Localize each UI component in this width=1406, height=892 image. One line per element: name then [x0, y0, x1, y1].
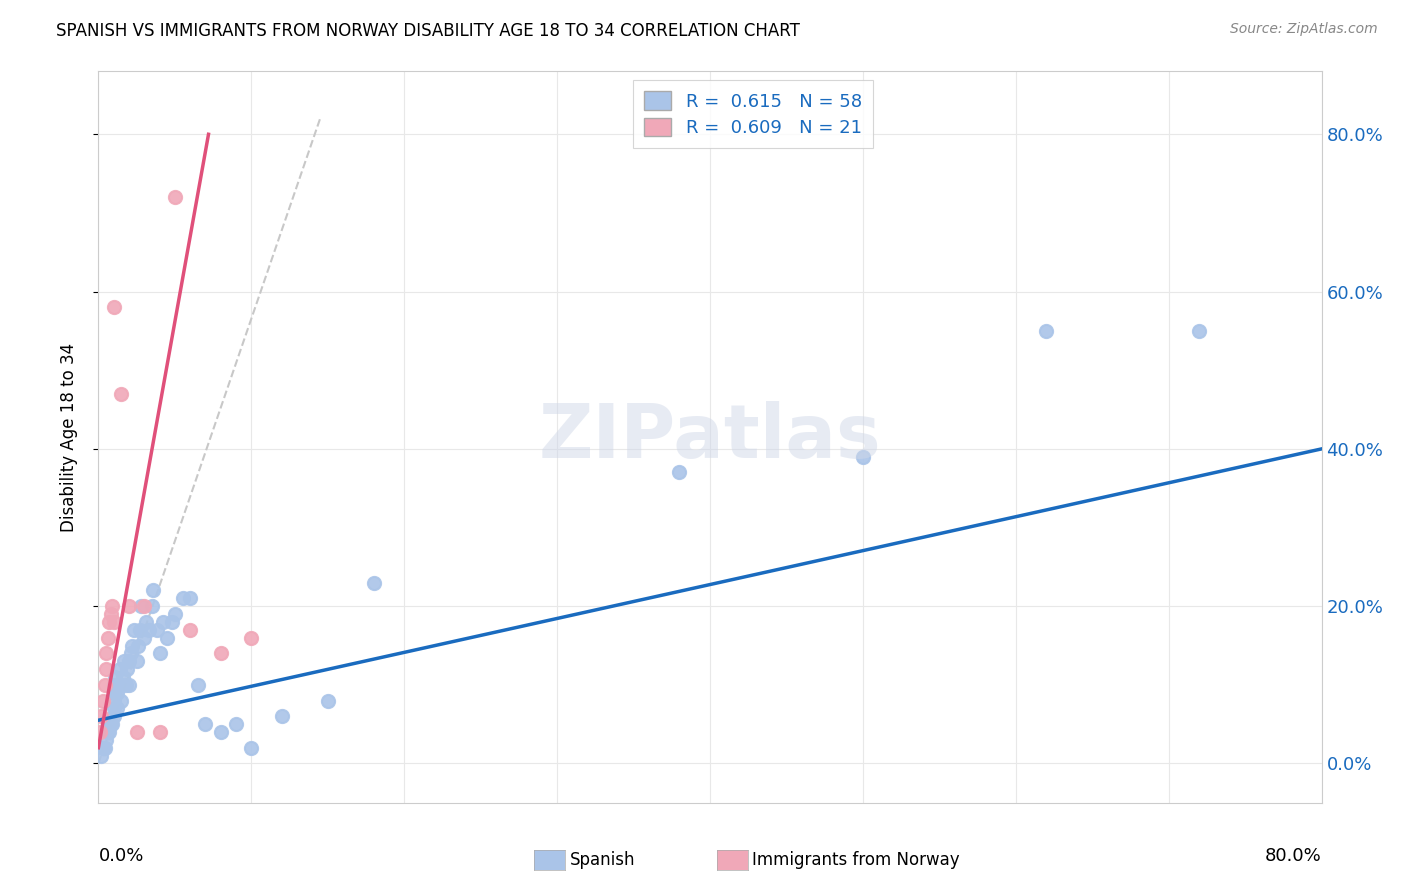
Text: Immigrants from Norway: Immigrants from Norway: [752, 851, 960, 869]
Point: [149, 725, 172, 739]
Point: [108, 662, 131, 676]
Text: Spanish: Spanish: [569, 851, 636, 869]
Point: [104, 670, 127, 684]
Point: [115, 678, 138, 692]
Point: [101, 717, 124, 731]
Point: [163, 607, 186, 621]
Point: [134, 599, 156, 614]
Point: [103, 678, 125, 692]
Point: [97, 631, 120, 645]
Point: [145, 623, 167, 637]
Point: [316, 693, 339, 707]
Point: [94, 646, 117, 660]
Point: [141, 599, 163, 614]
Point: [110, 387, 132, 401]
Point: [194, 717, 217, 731]
Point: [105, 701, 128, 715]
Point: [110, 678, 132, 692]
Point: [852, 450, 875, 464]
Point: [103, 693, 125, 707]
Point: [209, 725, 232, 739]
Point: [91, 693, 114, 707]
Point: [90, 748, 112, 763]
Point: [107, 678, 129, 692]
Point: [89, 725, 111, 739]
Point: [240, 740, 263, 755]
Y-axis label: Disability Age 18 to 34: Disability Age 18 to 34: [59, 343, 77, 532]
Point: [363, 575, 385, 590]
Point: [127, 639, 149, 653]
Point: [125, 725, 148, 739]
Point: [105, 686, 128, 700]
Point: [156, 631, 179, 645]
Point: [103, 709, 125, 723]
Point: [117, 662, 139, 676]
Point: [98, 725, 121, 739]
Point: [142, 583, 165, 598]
Point: [93, 678, 115, 692]
Point: [97, 725, 120, 739]
Point: [209, 646, 232, 660]
Point: [160, 615, 183, 629]
Legend: R =  0.615   N = 58, R =  0.609   N = 21: R = 0.615 N = 58, R = 0.609 N = 21: [634, 80, 873, 148]
Text: Source: ZipAtlas.com: Source: ZipAtlas.com: [1230, 22, 1378, 37]
Text: 80.0%: 80.0%: [1265, 847, 1322, 864]
Point: [103, 615, 125, 629]
Point: [93, 740, 115, 755]
Point: [112, 654, 135, 668]
Point: [138, 623, 160, 637]
Point: [118, 599, 141, 614]
Point: [91, 740, 114, 755]
Point: [120, 646, 142, 660]
Point: [270, 709, 292, 723]
Point: [668, 466, 690, 480]
Point: [94, 732, 117, 747]
Point: [128, 623, 150, 637]
Point: [179, 591, 201, 606]
Point: [225, 717, 247, 731]
Point: [1188, 324, 1211, 338]
Point: [103, 701, 125, 715]
Point: [122, 623, 145, 637]
Point: [110, 693, 132, 707]
Point: [152, 615, 174, 629]
Point: [187, 678, 209, 692]
Point: [118, 654, 141, 668]
Point: [118, 678, 141, 692]
Point: [134, 631, 156, 645]
Point: [121, 639, 143, 653]
Point: [240, 631, 263, 645]
Point: [90, 709, 112, 723]
Point: [100, 717, 122, 731]
Point: [149, 646, 172, 660]
Point: [125, 654, 148, 668]
Text: SPANISH VS IMMIGRANTS FROM NORWAY DISABILITY AGE 18 TO 34 CORRELATION CHART: SPANISH VS IMMIGRANTS FROM NORWAY DISABI…: [56, 22, 800, 40]
Point: [129, 599, 152, 614]
Point: [101, 599, 124, 614]
Point: [1035, 324, 1057, 338]
Point: [163, 190, 186, 204]
Point: [135, 615, 157, 629]
Point: [98, 615, 121, 629]
Point: [172, 591, 194, 606]
Text: 0.0%: 0.0%: [98, 847, 143, 864]
Text: ZIPatlas: ZIPatlas: [538, 401, 882, 474]
Point: [94, 662, 117, 676]
Point: [179, 623, 201, 637]
Point: [100, 607, 122, 621]
Point: [103, 301, 125, 315]
Point: [111, 670, 134, 684]
Point: [103, 686, 125, 700]
